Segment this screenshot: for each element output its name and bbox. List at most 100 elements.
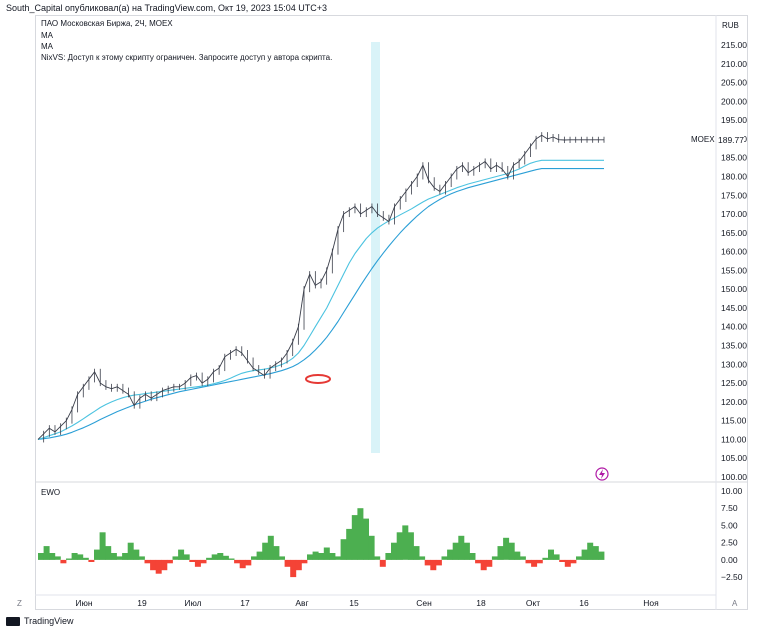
time-tick-label: Окт: [526, 598, 540, 608]
price-tick-label: 155.00: [721, 265, 747, 275]
legend-script-note[interactable]: NixVS: Доступ к этому скрипту ограничен.…: [41, 53, 333, 62]
ewo-bar: [284, 559, 291, 567]
ewo-bar: [486, 559, 493, 567]
legend-ma-1[interactable]: MA: [41, 31, 53, 40]
price-tick-label: 100.00: [721, 472, 747, 482]
ewo-bar: [71, 553, 78, 560]
chart-title[interactable]: ПАО Московская Биржа, 2Ч, MOEX: [41, 19, 173, 28]
price-tick-label: 210.00: [721, 59, 747, 69]
ewo-bar: [564, 559, 571, 567]
ewo-bar: [161, 559, 168, 571]
ewo-bar: [407, 532, 414, 560]
ewo-bar: [273, 546, 280, 560]
ewo-bar: [206, 557, 213, 560]
tradingview-logo[interactable]: TradingView: [6, 616, 74, 627]
ewo-bar: [519, 556, 526, 560]
ewo-bar: [385, 553, 392, 560]
ewo-bar: [234, 559, 241, 564]
time-axis[interactable]: Июн 19 Июл 17 Авг 15 Сен 18 Окт 16 Ноя: [75, 598, 659, 608]
time-tick-label: Июл: [184, 598, 201, 608]
timezone-button[interactable]: Z: [17, 599, 22, 608]
price-tick-label: 215.00: [721, 40, 747, 50]
ewo-bar: [441, 556, 448, 560]
ewo-bar: [413, 546, 420, 560]
ewo-bar: [475, 559, 482, 564]
time-tick-label: Ноя: [643, 598, 659, 608]
ewo-bar: [178, 549, 185, 560]
price-tick-label: 105.00: [721, 453, 747, 463]
ewo-bar: [183, 554, 190, 560]
time-tick-label: 15: [349, 598, 359, 608]
highlight-marker: [305, 374, 331, 384]
ewo-bar: [351, 515, 358, 560]
ewo-bar: [295, 559, 302, 571]
price-tick-label: 140.00: [721, 322, 747, 332]
ewo-bar: [105, 546, 112, 560]
ewo-bar: [66, 558, 72, 560]
ewo-bar: [138, 556, 145, 560]
ewo-bar: [318, 553, 325, 560]
ewo-bar: [368, 535, 375, 560]
ewo-bar: [391, 542, 397, 560]
price-tick-label: 165.00: [721, 228, 747, 238]
ewo-bar: [211, 554, 218, 560]
ewo-axis[interactable]: 10.00 7.50 5.00 2.50 0.00 −2.50: [721, 486, 743, 582]
ewo-bar: [363, 518, 369, 560]
ewo-label[interactable]: EWO: [41, 488, 61, 497]
ewo-bar: [49, 553, 56, 560]
ewo-bar: [43, 546, 50, 560]
ewo-bar: [189, 559, 196, 562]
flash-icon[interactable]: [595, 467, 609, 481]
ewo-bar: [559, 559, 566, 562]
ewo-bar: [99, 532, 106, 560]
currency-label[interactable]: RUB: [722, 21, 739, 30]
time-tick-label: Июн: [75, 598, 92, 608]
ewo-bar: [435, 559, 442, 566]
ewo-bar: [82, 557, 89, 560]
tradingview-logo-icon: [6, 617, 20, 627]
ewo-bar: [396, 532, 403, 560]
ewo-bar: [463, 542, 470, 560]
ewo-bar: [222, 555, 229, 560]
price-tick-label: 130.00: [721, 359, 747, 369]
price-axis[interactable]: 215.00210.00205.00200.00195.00190.00185.…: [721, 40, 747, 482]
ewo-bar: [525, 559, 532, 564]
ma-fast-path: [37, 159, 604, 440]
ewo-bar: [379, 559, 386, 567]
published-header: South_Capital опубликовал(а) на TradingV…: [6, 3, 328, 13]
ewo-bar: [576, 556, 582, 560]
price-tick-label: 185.00: [721, 153, 747, 163]
price-tick-label: 135.00: [721, 341, 747, 351]
price-line: [37, 132, 605, 443]
ewo-bar: [430, 559, 437, 571]
ewo-bar: [497, 546, 504, 560]
price-tick-label: 205.00: [721, 78, 747, 88]
ewo-bar: [340, 539, 347, 560]
ewo-bar: [239, 559, 246, 569]
ewo-bar: [77, 554, 84, 560]
ewo-tick-label: 10.00: [721, 486, 743, 496]
price-tick-label: 110.00: [721, 434, 747, 444]
ewo-bar: [542, 557, 549, 560]
ewo-bar: [301, 559, 308, 564]
price-tick-label: 170.00: [721, 209, 747, 219]
price-tick-label: 120.00: [721, 397, 747, 407]
ewo-bar: [592, 546, 599, 560]
ewo-bar: [570, 559, 577, 564]
time-tick-label: 16: [579, 598, 589, 608]
ewo-bar: [290, 559, 297, 578]
ewo-bar: [94, 549, 100, 560]
legend-ma-2[interactable]: MA: [41, 42, 53, 51]
ewo-bar: [54, 556, 61, 560]
ewo-bar: [312, 551, 319, 560]
ewo-bar: [172, 556, 179, 560]
ma-fast-line: [37, 159, 604, 440]
ewo-bar: [491, 556, 498, 560]
ewo-bar: [122, 553, 129, 560]
ewo-tick-label: −2.50: [721, 572, 743, 582]
ewo-bar: [452, 542, 459, 560]
auto-scale-button[interactable]: A: [732, 599, 738, 608]
ewo-bar: [116, 556, 123, 560]
ewo-bar: [480, 559, 487, 571]
